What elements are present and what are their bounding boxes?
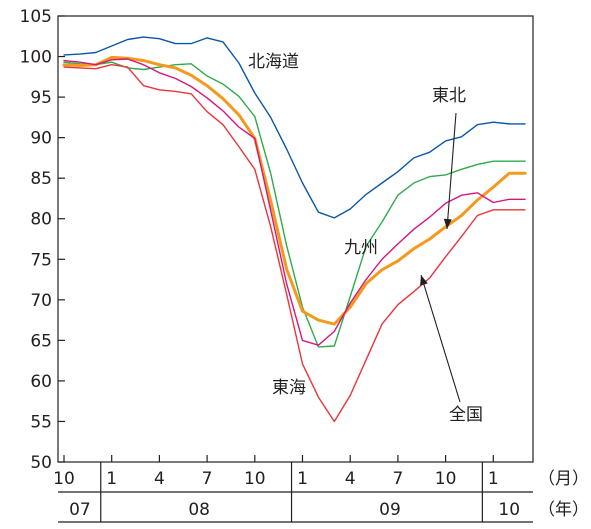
year-label: 10 <box>498 500 520 520</box>
x-tick-label: 7 <box>202 469 213 489</box>
series-line-1 <box>63 61 526 348</box>
region-label: 北海道 <box>248 52 299 72</box>
y-tick-label: 100 <box>20 48 52 68</box>
y-tick-label: 80 <box>30 210 52 230</box>
y-tick-label: 105 <box>20 7 52 27</box>
y-tick-label: 90 <box>30 129 52 149</box>
annotation-arrows <box>420 112 461 403</box>
x-tick-label: 1 <box>297 469 308 489</box>
x-tick-label: 4 <box>154 469 165 489</box>
y-tick-label: 65 <box>30 331 52 351</box>
x-axis-year-labels: 07 08 09 10 <box>69 462 520 522</box>
plot-frame <box>57 15 534 463</box>
series-line-0 <box>63 36 526 219</box>
x-tick-label: 10 <box>244 469 266 489</box>
x-tick-label: 10 <box>53 469 75 489</box>
y-axis-ticks: 50 55 60 65 70 75 80 85 90 95 100 105 <box>20 7 65 473</box>
y-tick-label: 75 <box>30 250 52 270</box>
region-label: 全国 <box>449 405 483 425</box>
annotation-arrowhead <box>443 218 452 229</box>
annotation-arrow <box>446 112 457 230</box>
year-label: 09 <box>379 500 401 520</box>
annotation-arrow <box>420 274 461 403</box>
region-label: 九州 <box>344 238 378 258</box>
x-tick-label: 10 <box>435 469 457 489</box>
x-axis-month-ticks: 10 1 4 7 10 1 4 7 10 1 <box>53 455 499 489</box>
year-unit-label: （年） <box>538 500 589 520</box>
annotation-arrowhead <box>420 275 428 286</box>
region-label: 東海 <box>272 378 306 398</box>
year-label: 07 <box>69 500 91 520</box>
y-tick-label: 50 <box>30 453 52 473</box>
y-tick-label: 85 <box>30 169 52 189</box>
x-tick-label: 1 <box>488 469 499 489</box>
x-tick-label: 7 <box>392 469 403 489</box>
series-line-4 <box>63 63 526 423</box>
region-label: 東北 <box>432 86 466 106</box>
month-unit-label: （月） <box>538 469 589 489</box>
x-tick-label: 1 <box>106 469 117 489</box>
x-tick-label: 4 <box>345 469 356 489</box>
y-tick-label: 70 <box>30 291 52 311</box>
y-tick-label: 60 <box>30 372 52 392</box>
series-line-3 <box>63 58 526 346</box>
y-tick-label: 55 <box>30 412 52 432</box>
y-tick-label: 95 <box>30 88 52 108</box>
year-label: 08 <box>188 500 210 520</box>
